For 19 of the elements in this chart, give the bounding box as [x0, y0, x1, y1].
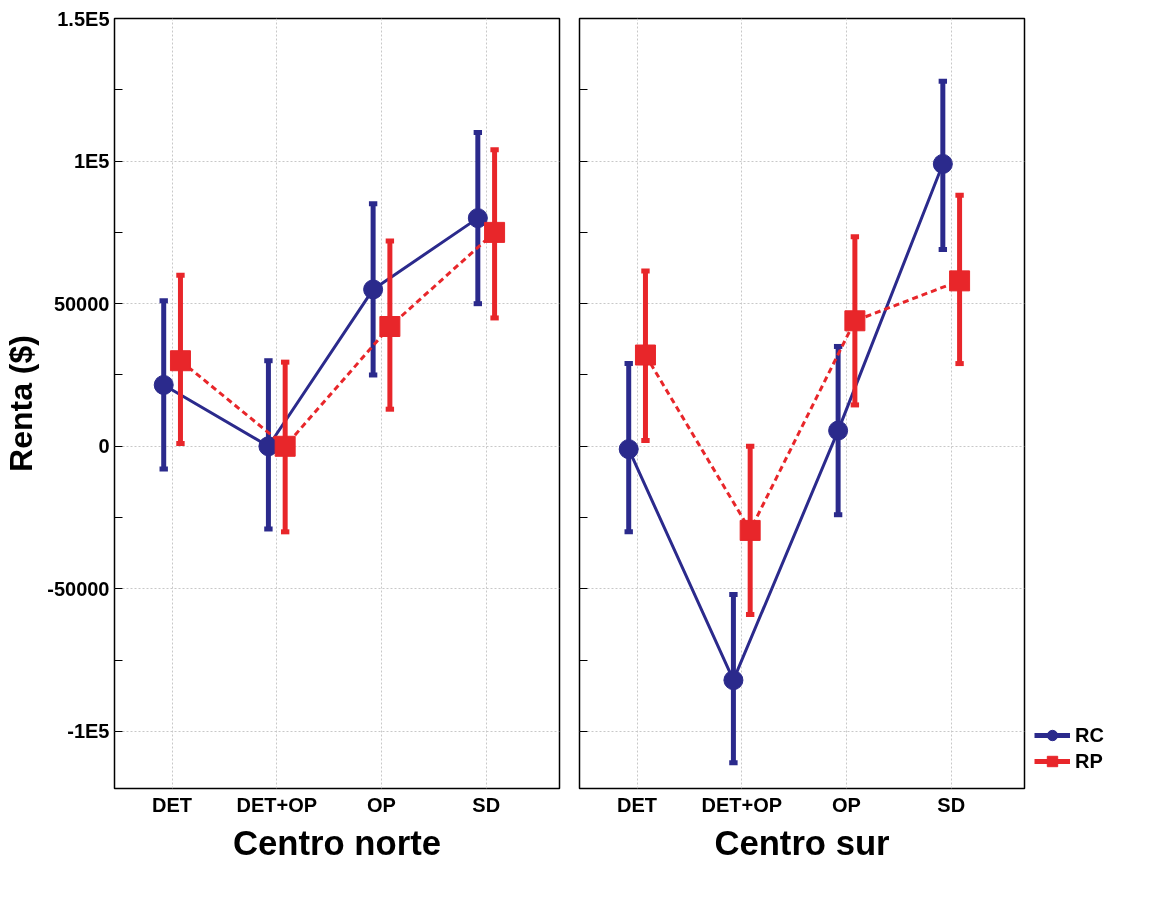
- y-tick-label: -50000: [47, 577, 110, 600]
- y-axis-title: Renta ($): [3, 335, 40, 472]
- x-axis-title: Centro sur: [714, 823, 890, 862]
- x-tick-label: OP: [832, 793, 861, 816]
- y-tick-label: -1E5: [67, 720, 110, 743]
- y-tick-label: 1.5E5: [57, 7, 110, 30]
- legend-label: RC: [1075, 723, 1104, 747]
- y-tick-label: 50000: [53, 292, 110, 315]
- x-tick-label: OP: [367, 793, 396, 816]
- x-tick-label: DET+OP: [701, 793, 783, 816]
- x-tick-label: SD: [472, 793, 501, 816]
- x-axis-title: Centro norte: [233, 823, 441, 862]
- x-tick-label: SD: [937, 793, 966, 816]
- x-tick-label: DET: [152, 793, 193, 816]
- x-tick-label: DET: [617, 793, 658, 816]
- y-tick-label: 1E5: [73, 150, 110, 173]
- x-tick-label: DET+OP: [236, 793, 318, 816]
- legend-label: RP: [1075, 749, 1103, 773]
- y-tick-label: 0: [98, 435, 110, 458]
